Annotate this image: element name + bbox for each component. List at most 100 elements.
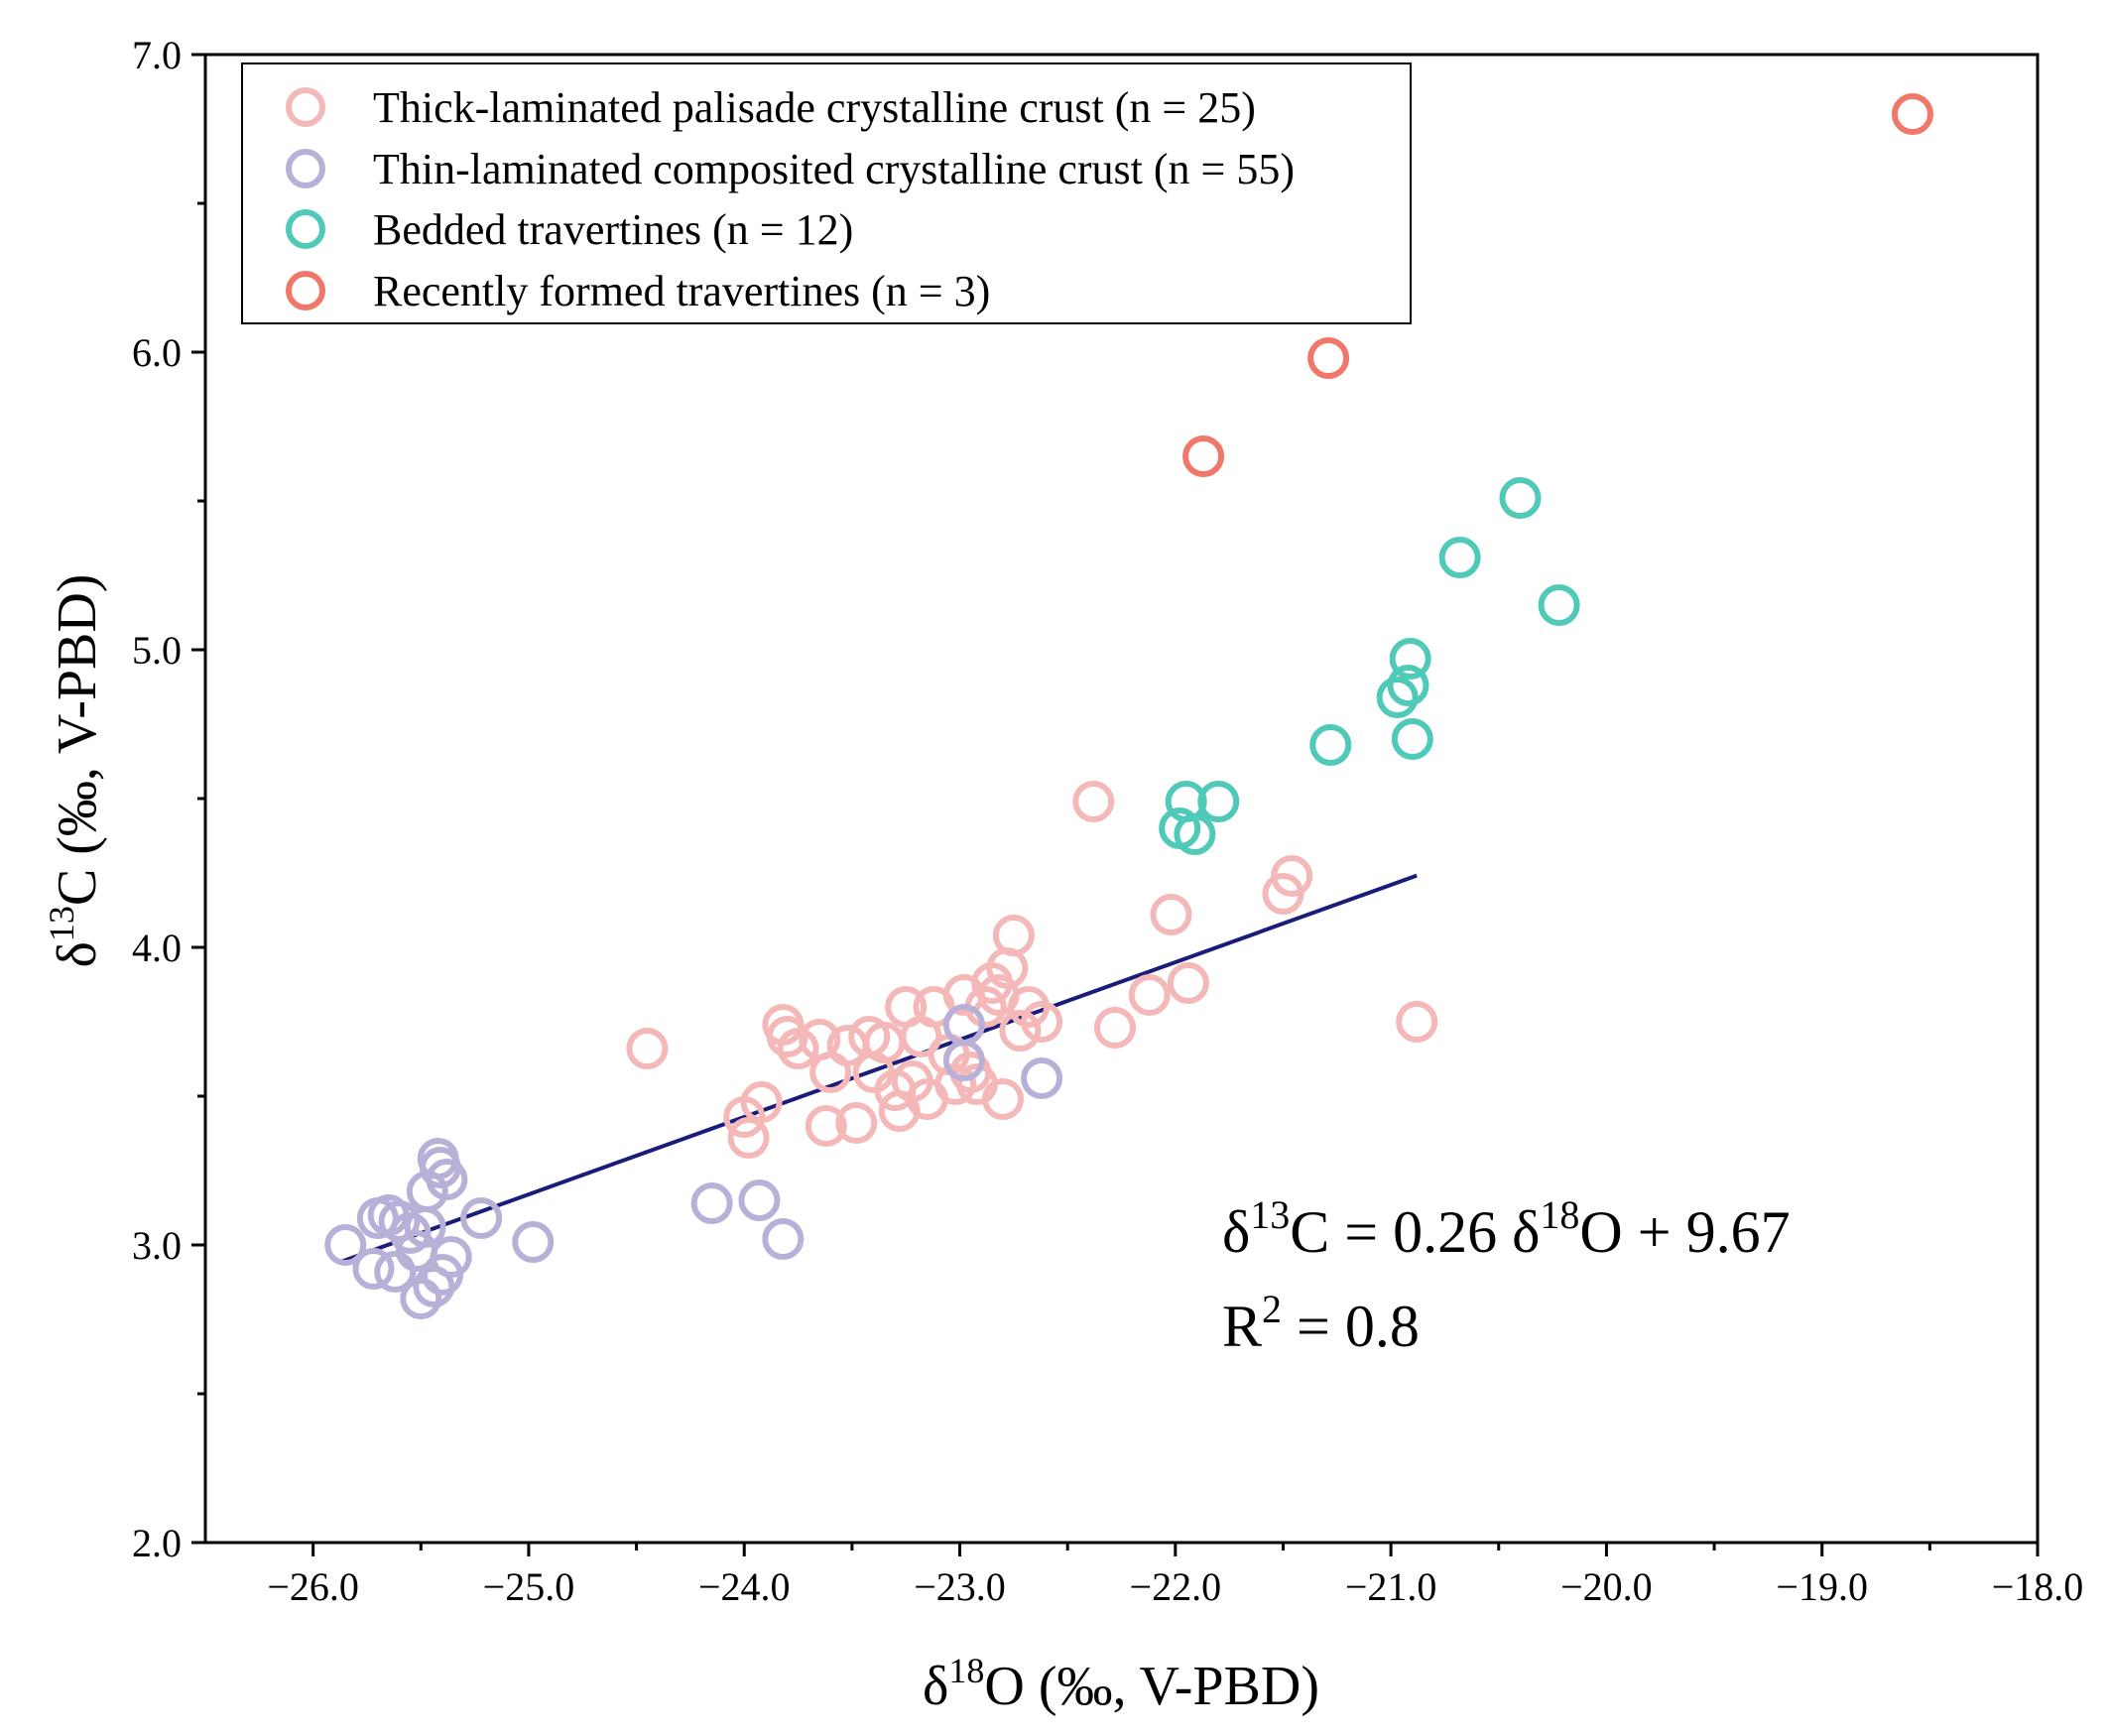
data-point bbox=[1538, 584, 1580, 626]
x-axis-label-main: O (‰, V-PBD) bbox=[984, 1656, 1319, 1717]
data-point bbox=[1197, 781, 1240, 822]
y-tick-label: 3.0 bbox=[132, 1223, 182, 1268]
data-point bbox=[1376, 677, 1419, 718]
data-point bbox=[1174, 813, 1216, 855]
data-point bbox=[992, 915, 1035, 956]
x-tick-label: −18.0 bbox=[1992, 1564, 2084, 1609]
series-3 bbox=[1182, 93, 1933, 477]
fit-line-layer bbox=[340, 873, 1418, 1264]
eq-sup-18: 18 bbox=[1540, 1192, 1579, 1237]
series-1 bbox=[324, 1004, 1063, 1319]
r-squared: R2 = 0.8 bbox=[1222, 1287, 1420, 1359]
x-tick-label: −21.0 bbox=[1345, 1564, 1437, 1609]
legend-label-bedded: Bedded travertines (n = 12) bbox=[373, 205, 853, 254]
data-point bbox=[1438, 537, 1481, 578]
data-point bbox=[324, 1224, 367, 1266]
data-point bbox=[1072, 781, 1115, 822]
x-axis-label-prefix: δ bbox=[923, 1656, 948, 1717]
points-layer bbox=[324, 93, 1933, 1319]
data-point bbox=[1391, 718, 1433, 760]
x-tick-label: −23.0 bbox=[914, 1564, 1006, 1609]
y-tick-label: 5.0 bbox=[132, 628, 182, 673]
legend-item-thin: Thin-laminated composited crystalline cr… bbox=[286, 145, 1295, 193]
x-axis-label: δ18O (‰, V-PBD) bbox=[923, 1651, 1319, 1717]
regression-line bbox=[340, 873, 1418, 1264]
data-point bbox=[1167, 962, 1209, 1004]
eq-sup-13: 13 bbox=[1250, 1192, 1290, 1237]
data-point bbox=[1389, 638, 1431, 680]
data-point bbox=[1309, 724, 1352, 766]
legend-label-thick: Thick-laminated palisade crystalline cru… bbox=[373, 83, 1256, 132]
y-axis-label-prefix: δ bbox=[47, 941, 108, 967]
data-point bbox=[727, 1117, 770, 1159]
r2-R: R bbox=[1222, 1294, 1262, 1359]
series-0 bbox=[626, 781, 1438, 1159]
legend-item-recent: Recently formed travertines (n = 3) bbox=[286, 267, 990, 315]
y-tick-label: 7.0 bbox=[132, 33, 182, 77]
data-point bbox=[430, 1236, 472, 1278]
data-point bbox=[1271, 855, 1313, 897]
legend-marker-thick bbox=[286, 87, 325, 127]
data-point bbox=[999, 1010, 1042, 1052]
data-point bbox=[738, 1179, 781, 1221]
data-point bbox=[1021, 1001, 1063, 1043]
x-tick-label: −26.0 bbox=[267, 1564, 359, 1609]
x-tick-label: −25.0 bbox=[483, 1564, 575, 1609]
data-point bbox=[766, 1016, 808, 1057]
legend-marker-bedded bbox=[286, 209, 325, 249]
legend-marker-thin bbox=[286, 149, 325, 188]
legend-box bbox=[241, 62, 1412, 324]
y-tick-labels: 2.0 3.0 4.0 5.0 6.0 7.0 bbox=[132, 33, 182, 1565]
y-axis-label-sup: 13 bbox=[42, 906, 81, 941]
data-point bbox=[942, 1040, 985, 1081]
legend-label-thin: Thin-laminated composited crystalline cr… bbox=[373, 145, 1295, 193]
legend-item-thick: Thick-laminated palisade crystalline cru… bbox=[286, 83, 1256, 132]
y-tick-label: 2.0 bbox=[132, 1521, 182, 1565]
legend-label-recent: Recently formed travertines (n = 3) bbox=[373, 267, 990, 315]
legend-item-bedded: Bedded travertines (n = 12) bbox=[286, 205, 853, 254]
eq-mid: C = 0.26 δ bbox=[1290, 1199, 1540, 1265]
data-point bbox=[835, 1102, 878, 1144]
data-point bbox=[777, 1028, 819, 1069]
data-point bbox=[460, 1197, 503, 1239]
series-2 bbox=[1159, 477, 1580, 855]
y-tick-label: 4.0 bbox=[132, 926, 182, 970]
x-axis-label-sup: 18 bbox=[948, 1651, 984, 1690]
data-point bbox=[1499, 477, 1542, 519]
r2-value: = 0.8 bbox=[1282, 1294, 1420, 1359]
legend: Thick-laminated palisade crystalline cru… bbox=[241, 62, 1412, 324]
data-point bbox=[626, 1028, 669, 1069]
data-point bbox=[374, 1251, 417, 1293]
data-point bbox=[1128, 974, 1171, 1016]
x-tick-label: −24.0 bbox=[698, 1564, 791, 1609]
data-point bbox=[740, 1081, 783, 1123]
data-point bbox=[981, 1078, 1024, 1120]
y-axis-label-main: C (‰, V-PBD) bbox=[47, 574, 108, 907]
data-point bbox=[1182, 435, 1225, 477]
x-tick-label: −20.0 bbox=[1560, 1564, 1653, 1609]
data-point bbox=[762, 1218, 805, 1260]
y-tick-label: 6.0 bbox=[132, 330, 182, 375]
data-point bbox=[352, 1248, 395, 1290]
data-point bbox=[1021, 1057, 1063, 1099]
legend-marker-recent bbox=[286, 271, 325, 310]
x-tick-labels: −26.0 −25.0 −24.0 −23.0 −22.0 −21.0 −20.0 −19.0… bbox=[267, 1564, 2083, 1609]
data-point bbox=[426, 1159, 468, 1200]
eq-delta-1: δ bbox=[1222, 1199, 1250, 1265]
data-point bbox=[378, 1200, 421, 1242]
x-tick-label: −19.0 bbox=[1776, 1564, 1868, 1609]
r2-sup: 2 bbox=[1262, 1287, 1282, 1331]
eq-end: O + 9.67 bbox=[1579, 1199, 1790, 1265]
x-tick-label: −22.0 bbox=[1130, 1564, 1222, 1609]
y-axis-label: δ13C (‰, V-PBD) bbox=[42, 574, 108, 968]
data-point bbox=[512, 1221, 555, 1263]
data-point bbox=[690, 1182, 733, 1224]
data-point bbox=[1891, 93, 1933, 135]
data-point bbox=[1150, 894, 1192, 935]
plot-frame bbox=[203, 53, 2040, 1545]
data-point bbox=[805, 1105, 847, 1147]
regression-equation: δ13C = 0.26 δ18O + 9.67 bbox=[1222, 1192, 1791, 1265]
data-point bbox=[1307, 337, 1350, 379]
data-point bbox=[1387, 665, 1429, 706]
